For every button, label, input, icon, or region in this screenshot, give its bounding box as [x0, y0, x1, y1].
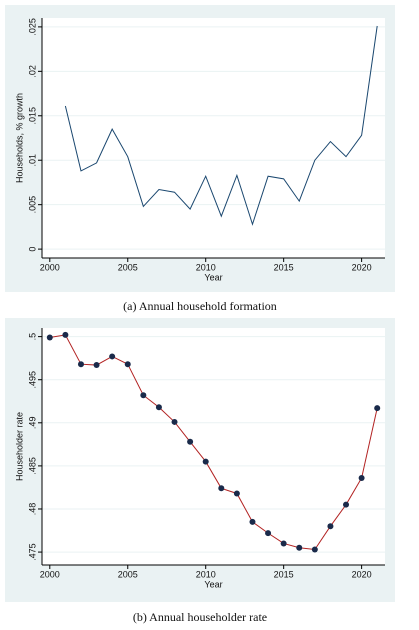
- data-point: [265, 530, 272, 537]
- y-tick-label: .02: [27, 65, 37, 78]
- data-point: [46, 334, 53, 341]
- data-point: [311, 546, 318, 553]
- y-tick-label: .485: [27, 457, 37, 475]
- data-point: [343, 501, 350, 508]
- data-point: [155, 404, 162, 411]
- y-tick-label: .49: [27, 417, 37, 430]
- x-tick-label: 2010: [196, 569, 216, 579]
- data-point: [62, 331, 69, 338]
- plot-area: [42, 328, 385, 565]
- y-axis-title: Householder rate: [14, 412, 24, 481]
- x-tick-label: 2010: [196, 262, 216, 272]
- x-tick-label: 2015: [274, 569, 294, 579]
- y-tick-label: .495: [27, 371, 37, 389]
- caption: (a) Annual household formation: [123, 299, 277, 313]
- y-tick-label: .015: [27, 107, 37, 125]
- caption: (b) Annual householder rate: [133, 610, 267, 624]
- data-point: [358, 474, 365, 481]
- y-tick-label: 0: [27, 247, 37, 252]
- data-point: [218, 485, 225, 492]
- data-point: [171, 418, 178, 425]
- x-tick-label: 2000: [40, 262, 60, 272]
- y-tick-label: .475: [27, 543, 37, 561]
- data-point: [93, 362, 100, 369]
- data-point: [140, 392, 147, 399]
- data-point: [374, 405, 381, 412]
- data-point: [280, 540, 287, 547]
- data-point: [327, 523, 334, 530]
- y-tick-label: .48: [27, 503, 37, 516]
- data-point: [187, 438, 194, 445]
- data-point: [249, 518, 256, 525]
- x-tick-label: 2020: [352, 262, 372, 272]
- x-tick-label: 2015: [274, 262, 294, 272]
- x-axis-title: Year: [204, 272, 222, 282]
- plot-area: [42, 18, 385, 258]
- data-point: [296, 544, 303, 551]
- data-line: [64, 25, 378, 226]
- x-axis-title: Year: [204, 579, 222, 589]
- y-tick-label: .01: [27, 154, 37, 167]
- x-tick-label: 2000: [40, 569, 60, 579]
- data-point: [109, 353, 116, 360]
- data-point: [124, 361, 131, 368]
- y-tick-label: .5: [27, 333, 37, 341]
- data-point: [202, 458, 209, 465]
- x-tick-label: 2005: [118, 569, 138, 579]
- x-tick-label: 2020: [352, 569, 372, 579]
- y-tick-label: .025: [27, 18, 37, 36]
- data-point: [233, 490, 240, 497]
- data-line: [49, 334, 378, 551]
- y-axis-title: Households, % growth: [14, 93, 24, 183]
- data-point: [77, 361, 84, 368]
- y-tick-label: .005: [27, 196, 37, 214]
- x-tick-label: 2005: [118, 262, 138, 272]
